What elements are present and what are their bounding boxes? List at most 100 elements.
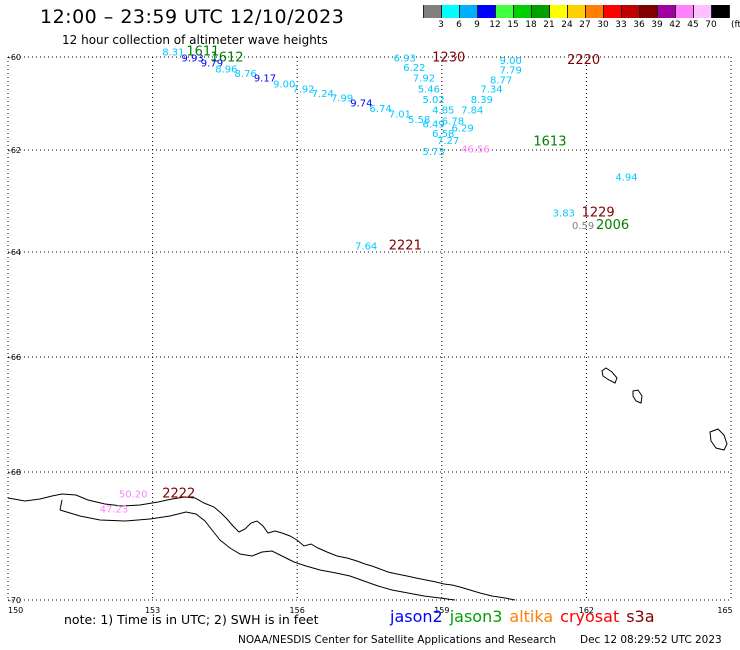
island-1: [601, 367, 618, 384]
wave-height-values: 8.319.939.798.968.769.179.007.927.247.99…: [100, 48, 638, 516]
legend-unit: (ft): [731, 20, 740, 30]
footer-credit: NOAA/NESDIS Center for Satellite Applica…: [238, 634, 556, 646]
lon-tick-label: 153: [145, 606, 160, 615]
wave-height-label: 3.83: [553, 208, 575, 219]
wave-height-label: 5.46: [418, 84, 440, 95]
wave-height-label: 7.84: [461, 106, 483, 117]
wave-height-label: 6.74: [370, 104, 392, 115]
legend-tick-label: 27: [579, 20, 591, 30]
wave-height-label: 8.77: [490, 76, 512, 87]
wave-height-label: 7.99: [331, 94, 353, 105]
wave-height-label: 5.58: [408, 115, 430, 126]
pass-time-label: 1230: [432, 51, 465, 66]
wave-height-label: 4.85: [432, 106, 454, 117]
lon-tick-label: 159: [434, 606, 449, 615]
legend-tick-label: 3: [438, 20, 444, 30]
pass-time-label: 1612: [210, 51, 243, 66]
wave-height-label: 0.59: [572, 221, 594, 232]
wave-height-label: 8.96: [215, 64, 237, 75]
satellite-name: altika: [509, 607, 554, 626]
legend-swatch: [568, 5, 586, 18]
island-2: [632, 389, 643, 404]
satellite-name: jason3: [449, 607, 503, 626]
lon-tick-label: 150: [8, 606, 23, 615]
legend-tick-label: 39: [651, 20, 663, 30]
lon-tick-label: 156: [290, 606, 305, 615]
wave-height-label: 7.92: [413, 74, 435, 85]
legend-swatch: [676, 5, 694, 18]
satellite-name: s3a: [626, 607, 655, 626]
lat-tick-label: -62: [8, 146, 21, 155]
footer-timestamp: Dec 12 08:29:52 UTC 2023: [580, 634, 722, 646]
legend-swatch: [460, 5, 478, 18]
legend-swatch: [604, 5, 622, 18]
wave-height-label: 7.34: [480, 84, 502, 95]
legend-swatch: [423, 5, 442, 18]
legend-tick-label: 42: [669, 20, 681, 30]
wave-height-label: 6.58: [432, 129, 454, 140]
wave-height-label: 9.00: [273, 80, 295, 91]
legend-tick-label: 12: [489, 20, 501, 30]
lon-tick-label: 165: [717, 606, 732, 615]
wave-height-label: 9.79: [201, 58, 223, 69]
legend-swatch: [694, 5, 712, 18]
lat-tick-label: -66: [8, 353, 21, 362]
page-title: 12:00 – 23:59 UTC 12/10/2023: [40, 6, 345, 28]
lat-tick-label: -64: [8, 248, 21, 257]
wave-height-label: 8.31: [162, 48, 184, 59]
wave-height-label: 50.20: [119, 490, 148, 501]
wave-height-label: 7.24: [312, 89, 334, 100]
wave-height-label: 47.23: [100, 504, 129, 515]
legend-swatch: [658, 5, 676, 18]
legend-swatch: [514, 5, 532, 18]
legend-swatch: [442, 5, 460, 18]
legend-swatch: [640, 5, 658, 18]
wave-height-label: 7.92: [292, 84, 314, 95]
wave-height-label: 46.56: [461, 145, 490, 156]
wave-height-label: 5.73: [423, 147, 445, 158]
legend-tick-label: 9: [474, 20, 480, 30]
legend-tick-label: 18: [525, 20, 537, 30]
wave-height-label: 7.79: [500, 65, 522, 76]
pass-time-label: 1229: [582, 205, 615, 220]
wave-height-label: 7.01: [389, 109, 411, 120]
lat-tick-label: -60: [8, 53, 21, 62]
pass-time-label: 1611: [186, 45, 219, 60]
legend-tick-label: 36: [633, 20, 645, 30]
legend-tick-label: 33: [615, 20, 627, 30]
page-subtitle: 12 hour collection of altimeter wave hei…: [62, 33, 328, 47]
legend-tick-label: 15: [507, 20, 519, 30]
legend-swatch: [622, 5, 640, 18]
wave-height-label: 6.29: [451, 123, 473, 134]
legend-swatches: [423, 5, 730, 18]
wave-height-label: 6.78: [442, 116, 464, 127]
pass-time-label: 2006: [596, 218, 629, 233]
legend-tick-label: 70: [705, 20, 717, 30]
antarctic-coastline: [7, 493, 516, 601]
wave-height-label: 6.93: [394, 54, 416, 65]
coastline: [7, 367, 728, 601]
lon-tick-label: 162: [579, 606, 594, 615]
legend-swatch: [532, 5, 550, 18]
satellite-name: jason2: [390, 607, 443, 626]
pass-time-label: 2222: [162, 487, 195, 502]
wave-height-label: 6.22: [403, 63, 425, 74]
pass-time-label: 2220: [567, 53, 600, 68]
legend-swatch: [478, 5, 496, 18]
wave-height-label: 7.27: [437, 136, 459, 147]
wave-height-label: 9.74: [350, 98, 372, 109]
wave-height-label: 9.17: [254, 74, 276, 85]
island-3: [709, 428, 728, 451]
lat-tick-label: -68: [8, 468, 21, 477]
lat-tick-label: -70: [8, 596, 21, 605]
legend-tick-label: 24: [561, 20, 573, 30]
shelf-connector: [59, 499, 63, 511]
legend-tick-label: 6: [456, 20, 462, 30]
satellite-legend: jason2 jason3 altika cryosat s3a: [390, 607, 662, 626]
satellite-name: cryosat: [560, 607, 620, 626]
legend-tick-label: 21: [543, 20, 555, 30]
